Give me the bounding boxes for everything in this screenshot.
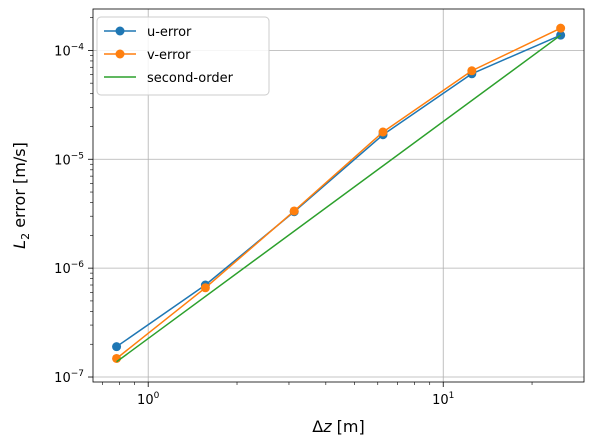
- legend-label-second-order: second-order: [147, 71, 234, 86]
- v-error-point: [467, 66, 476, 75]
- y-tick-label: 10−6: [54, 260, 84, 277]
- y-tick-label: 10−5: [54, 151, 84, 168]
- legend-marker-v-error: [116, 50, 125, 59]
- v-error-point: [556, 24, 565, 33]
- x-axis-label: Δz [m]: [312, 417, 365, 436]
- x-tick-label: 100: [137, 391, 160, 408]
- y-axis-label: L2 error [m/s]: [10, 142, 32, 249]
- legend-marker-u-error: [116, 27, 125, 36]
- major-ticks: 100 101 10−7 10−6 10−5 10−4: [54, 42, 454, 408]
- y-tick-label: 10−4: [54, 42, 84, 59]
- v-error-point: [201, 283, 210, 292]
- legend: u-error v-error second-order: [97, 17, 269, 95]
- x-tick-label: 101: [432, 391, 454, 408]
- u-error-point: [112, 342, 121, 351]
- y-tick-label: 10−7: [54, 369, 84, 386]
- v-error-point: [379, 128, 388, 137]
- legend-label-v-error: v-error: [147, 48, 191, 63]
- legend-label-u-error: u-error: [147, 25, 192, 40]
- v-error-point: [290, 206, 299, 215]
